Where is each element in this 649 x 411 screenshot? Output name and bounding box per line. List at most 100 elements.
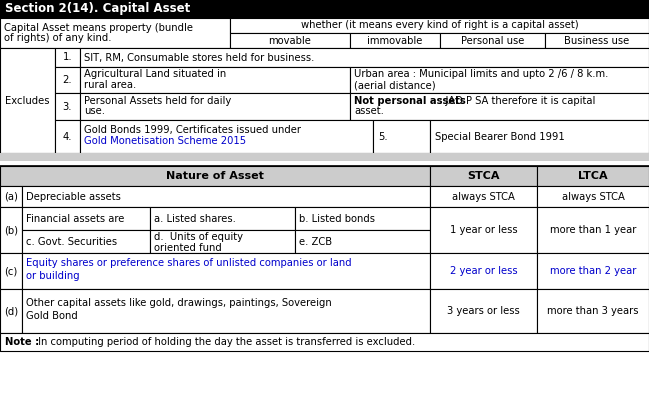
Bar	[430, 120, 649, 153]
Text: b. Listed bonds: b. Listed bonds	[299, 213, 375, 224]
Bar	[430, 186, 537, 207]
Text: STCA: STCA	[467, 171, 500, 181]
Bar	[350, 33, 440, 48]
Bar	[150, 230, 295, 253]
Bar	[80, 120, 373, 153]
Text: Urban area : Municipal limits and upto 2 /6 / 8 k.m.: Urban area : Municipal limits and upto 2…	[354, 69, 608, 79]
Text: movable: movable	[269, 35, 312, 46]
Bar	[537, 186, 649, 207]
Text: 5.: 5.	[378, 132, 387, 141]
Bar	[22, 253, 430, 289]
Text: (b): (b)	[4, 225, 18, 235]
Text: 1.: 1.	[63, 53, 72, 62]
Text: Personal Assets held for daily: Personal Assets held for daily	[84, 95, 231, 106]
Bar	[55, 48, 80, 67]
Text: of rights) of any kind.: of rights) of any kind.	[4, 33, 112, 43]
Text: 4.: 4.	[63, 132, 72, 141]
Bar	[537, 166, 649, 186]
Text: LTCA: LTCA	[578, 171, 608, 181]
Bar	[430, 166, 537, 186]
Text: (a): (a)	[4, 192, 18, 201]
Text: d.  Units of equity: d. Units of equity	[154, 231, 243, 242]
Bar	[537, 207, 649, 253]
Bar	[430, 253, 537, 289]
Bar	[0, 166, 649, 351]
Text: 3.: 3.	[63, 102, 72, 111]
Text: Special Bearer Bond 1991: Special Bearer Bond 1991	[435, 132, 565, 141]
Bar	[440, 33, 545, 48]
Bar	[0, 207, 22, 253]
Text: Not personal assets: Not personal assets	[354, 95, 466, 106]
Text: : JAD P SA therefore it is capital: : JAD P SA therefore it is capital	[436, 95, 595, 106]
Text: Nature of Asset: Nature of Asset	[166, 171, 264, 181]
Text: more than 2 year: more than 2 year	[550, 266, 636, 276]
Text: Personal use: Personal use	[461, 35, 524, 46]
Bar	[0, 333, 649, 351]
Text: Note :: Note :	[5, 337, 39, 347]
Text: (aerial distance): (aerial distance)	[354, 80, 435, 90]
Text: Gold Bonds 1999, Certificates issued under: Gold Bonds 1999, Certificates issued und…	[84, 125, 301, 134]
Text: Equity shares or preference shares of unlisted companies or land: Equity shares or preference shares of un…	[26, 258, 352, 268]
Text: always STCA: always STCA	[561, 192, 624, 201]
Bar	[430, 289, 537, 333]
Text: e. ZCB: e. ZCB	[299, 236, 332, 247]
Bar	[0, 253, 22, 289]
Text: Gold Monetisation Scheme 2015: Gold Monetisation Scheme 2015	[84, 136, 246, 146]
Text: 2 year or less: 2 year or less	[450, 266, 517, 276]
Bar	[0, 166, 430, 186]
Bar	[295, 207, 430, 230]
Text: (d): (d)	[4, 306, 18, 316]
Bar	[350, 93, 649, 120]
Bar	[0, 0, 649, 153]
Bar	[0, 18, 230, 48]
Text: Section 2(14). Capital Asset: Section 2(14). Capital Asset	[5, 2, 190, 16]
Text: 3 years or less: 3 years or less	[447, 306, 520, 316]
Bar	[230, 18, 649, 33]
Bar	[537, 289, 649, 333]
Text: In computing period of holding the day the asset is transferred is excluded.: In computing period of holding the day t…	[35, 337, 415, 347]
Text: Gold Bond: Gold Bond	[26, 311, 78, 321]
Bar	[0, 48, 55, 153]
Bar	[55, 120, 80, 153]
Text: Depreciable assets: Depreciable assets	[26, 192, 121, 201]
Bar	[373, 120, 430, 153]
Bar	[55, 67, 80, 93]
Bar	[0, 186, 22, 207]
Text: (c): (c)	[5, 266, 18, 276]
Bar	[0, 0, 649, 18]
Text: Financial assets are: Financial assets are	[26, 213, 125, 224]
Bar	[80, 93, 350, 120]
Bar	[80, 67, 350, 93]
Bar	[230, 33, 350, 48]
Text: immovable: immovable	[367, 35, 422, 46]
Text: whether (it means every kind of right is a capital asset): whether (it means every kind of right is…	[300, 21, 578, 30]
Text: 2.: 2.	[63, 75, 72, 85]
Bar	[22, 289, 430, 333]
Bar	[545, 33, 649, 48]
Bar	[0, 289, 22, 333]
Bar	[22, 230, 150, 253]
Bar	[22, 186, 430, 207]
Text: Capital Asset means property (bundle: Capital Asset means property (bundle	[4, 23, 193, 33]
Bar	[430, 207, 537, 253]
Text: oriented fund: oriented fund	[154, 242, 222, 252]
Bar	[150, 207, 295, 230]
Text: a. Listed shares.: a. Listed shares.	[154, 213, 236, 224]
Bar	[80, 48, 649, 67]
Text: rural area.: rural area.	[84, 80, 136, 90]
Text: use.: use.	[84, 106, 105, 116]
Bar	[350, 67, 649, 93]
Bar	[55, 93, 80, 120]
Text: Business use: Business use	[565, 35, 630, 46]
Text: Agricultural Land situated in: Agricultural Land situated in	[84, 69, 227, 79]
Text: always STCA: always STCA	[452, 192, 515, 201]
Text: asset.: asset.	[354, 106, 384, 116]
Bar	[295, 230, 430, 253]
Text: more than 3 years: more than 3 years	[547, 306, 639, 316]
Bar	[537, 253, 649, 289]
Text: 1 year or less: 1 year or less	[450, 225, 517, 235]
Text: Other capital assets like gold, drawings, paintings, Sovereign: Other capital assets like gold, drawings…	[26, 298, 332, 308]
Text: more than 1 year: more than 1 year	[550, 225, 636, 235]
Text: c. Govt. Securities: c. Govt. Securities	[26, 236, 117, 247]
Text: or building: or building	[26, 271, 80, 281]
